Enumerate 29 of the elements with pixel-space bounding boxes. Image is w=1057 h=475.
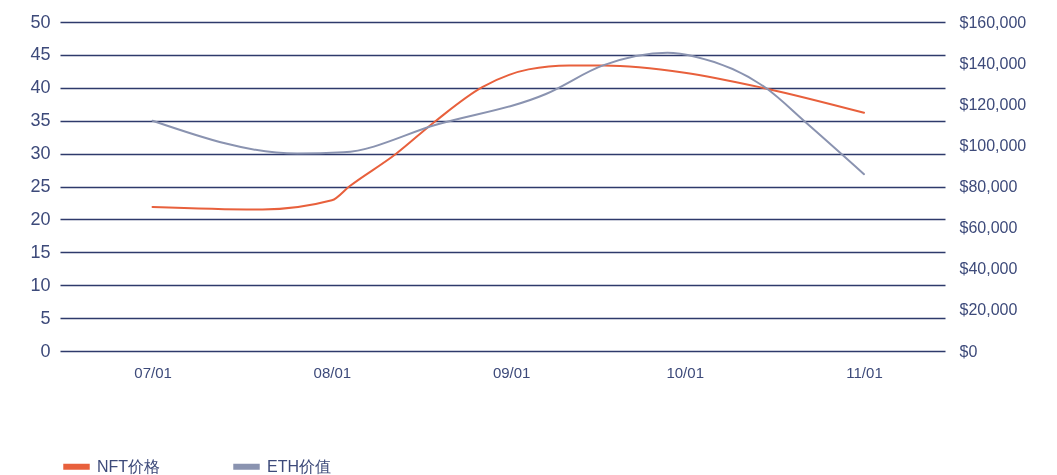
y2-tick-label: $120,000 (959, 95, 1027, 113)
y2-tick-label: $60,000 (959, 219, 1018, 237)
x-tick-label: 11/01 (846, 363, 883, 381)
y-tick-label: 5 (40, 307, 51, 328)
legend-label: NFT价格 (97, 457, 161, 475)
y2-tick-label: $40,000 (959, 260, 1018, 278)
y-tick-label: 10 (30, 274, 51, 295)
y2-tick-label: $100,000 (959, 136, 1027, 154)
y2-tick-label: $140,000 (959, 54, 1027, 72)
y-tick-label: 0 (40, 340, 51, 361)
y2-tick-label: $0 (959, 342, 978, 360)
y-tick-label: 30 (30, 143, 51, 164)
y2-tick-label: $20,000 (959, 301, 1018, 319)
y2-tick-label: $80,000 (959, 178, 1018, 195)
y-tick-label: 45 (30, 44, 51, 65)
y-tick-label: 40 (30, 77, 51, 98)
y-tick-label: 50 (30, 11, 51, 32)
x-tick-label: 09/01 (492, 363, 531, 381)
line-series (151, 64, 866, 211)
x-tick-label: 07/01 (134, 363, 172, 381)
x-tick-label: 10/01 (666, 363, 704, 381)
line-series (151, 51, 866, 176)
y-tick-label: 15 (30, 241, 51, 262)
y-tick-label: 35 (30, 110, 51, 131)
y-tick-label: 25 (30, 176, 51, 196)
y2-tick-label: $160,000 (959, 13, 1027, 31)
legend-label: ETH价值 (267, 457, 331, 475)
y-tick-label: 20 (30, 208, 51, 229)
x-tick-label: 08/01 (313, 363, 352, 381)
